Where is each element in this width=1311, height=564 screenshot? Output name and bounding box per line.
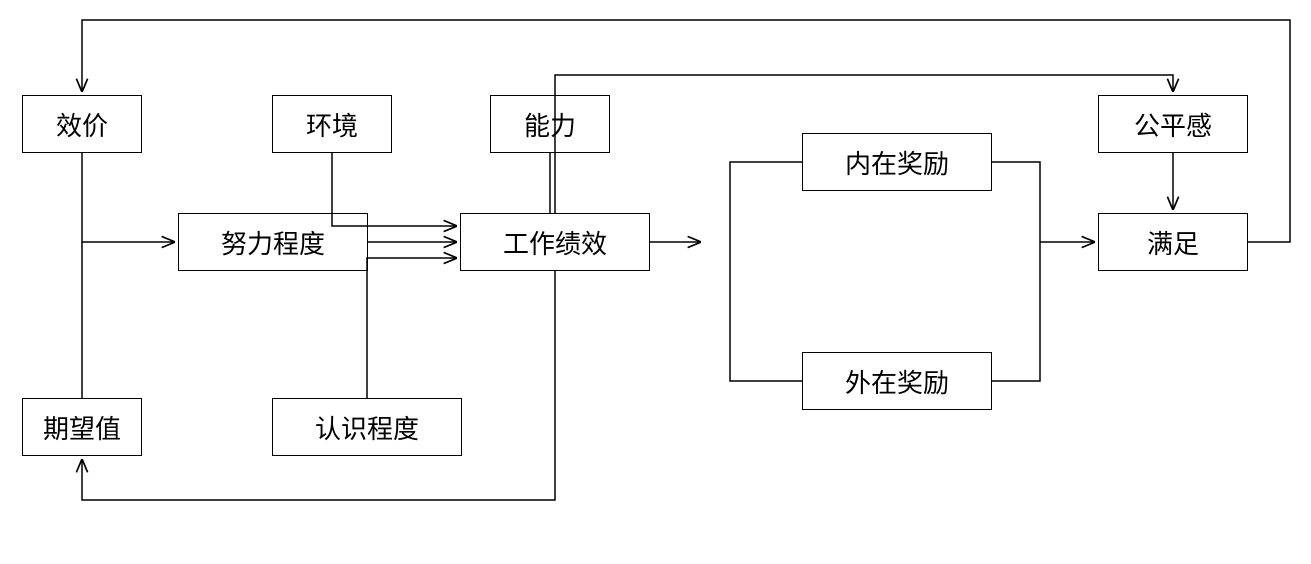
node-label: 效价 bbox=[56, 106, 108, 143]
node-label: 外在奖励 bbox=[845, 363, 949, 400]
node-effort: 努力程度 bbox=[178, 213, 368, 271]
node-intrinsic: 内在奖励 bbox=[802, 133, 992, 191]
node-satisfaction: 满足 bbox=[1098, 213, 1248, 271]
edge-extrinsic-merge bbox=[992, 242, 1040, 381]
node-environment: 环境 bbox=[272, 95, 392, 153]
node-label: 努力程度 bbox=[221, 224, 325, 261]
node-label: 工作绩效 bbox=[503, 224, 607, 261]
node-label: 内在奖励 bbox=[845, 144, 949, 181]
node-label: 满足 bbox=[1147, 224, 1199, 261]
edge-fork-intrinsic bbox=[730, 162, 802, 242]
node-label: 认识程度 bbox=[315, 409, 419, 446]
edge-awareness-performance bbox=[367, 258, 456, 398]
node-label: 公平感 bbox=[1134, 106, 1212, 143]
edges-layer bbox=[0, 0, 1311, 564]
node-expectancy: 期望值 bbox=[22, 398, 142, 456]
edge-intrinsic-merge bbox=[992, 162, 1040, 242]
node-fairness: 公平感 bbox=[1098, 95, 1248, 153]
node-extrinsic: 外在奖励 bbox=[802, 352, 992, 410]
node-awareness: 认识程度 bbox=[272, 398, 462, 456]
edge-valence-effort bbox=[82, 153, 174, 242]
edge-fork-extrinsic bbox=[730, 242, 802, 381]
node-label: 期望值 bbox=[43, 409, 121, 446]
node-label: 能力 bbox=[524, 106, 576, 143]
edge-performance-expectancy bbox=[82, 271, 555, 500]
node-label: 环境 bbox=[306, 106, 358, 143]
node-ability: 能力 bbox=[490, 95, 610, 153]
node-performance: 工作绩效 bbox=[460, 213, 650, 271]
node-valence: 效价 bbox=[22, 95, 142, 153]
flowchart-canvas: 效价 期望值 努力程度 环境 认识程度 能力 工作绩效 内在奖励 外在奖励 公平… bbox=[0, 0, 1311, 564]
